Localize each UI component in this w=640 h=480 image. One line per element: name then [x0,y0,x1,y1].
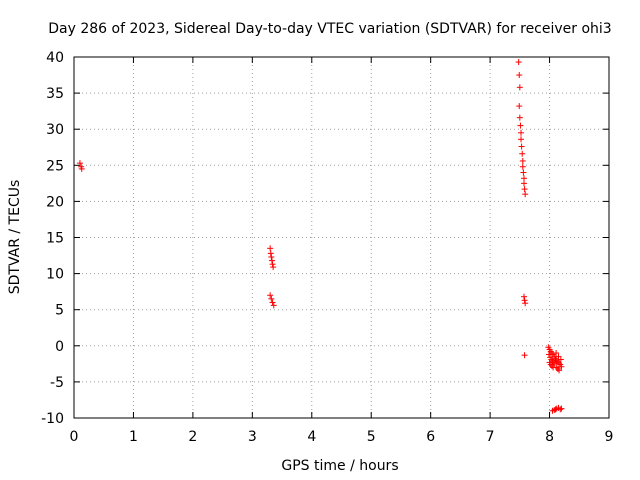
x-tick-label: 6 [426,429,435,445]
data-point [267,292,274,299]
data-point [545,351,552,358]
data-point [516,84,523,91]
y-tick-label: 20 [46,194,64,210]
data-point [270,302,277,309]
x-tick-label: 5 [367,429,376,445]
x-tick-label: 2 [188,429,197,445]
data-point [519,150,526,157]
data-point [519,163,526,170]
y-tick-label: 5 [55,303,64,319]
data-point [267,250,274,257]
data-point [78,165,85,172]
data-point [76,160,83,167]
data-point [521,352,528,359]
data-point [521,186,528,193]
x-tick-label: 3 [248,429,257,445]
data-point [558,363,565,370]
data-point [269,261,276,268]
data-point [558,405,565,412]
y-tick-label: 10 [46,267,64,283]
x-tick-label: 1 [129,429,138,445]
data-point [557,406,564,413]
data-point [515,59,522,66]
data-point [520,169,527,176]
y-tick-label: 25 [46,158,64,174]
data-point [522,300,529,307]
data-point [516,72,523,79]
data-point [269,299,276,306]
y-tick-label: 0 [55,339,64,355]
data-point [268,257,275,264]
y-tick-label: 40 [46,50,64,66]
x-tick-label: 4 [307,429,316,445]
data-point [521,297,528,304]
y-tick-label: 35 [46,86,64,102]
x-tick-label: 9 [605,429,614,445]
data-point [519,157,526,164]
data-point [553,350,560,357]
data-points [76,59,565,414]
x-tick-label: 7 [486,429,495,445]
data-point [520,293,527,300]
x-axis-label: GPS time / hours [281,458,398,474]
data-point [556,367,563,374]
data-point [548,363,555,370]
data-point [270,264,277,271]
y-tick-label: 15 [46,231,64,247]
axis-ticks: 0 1 2 3 4 5 6 7 8 9 -10 -5 0 5 10 15 20 25 30 35 40 [41,50,613,445]
y-tick-label: 30 [46,122,64,138]
data-point [517,122,524,129]
data-point [518,129,525,136]
x-tick-label: 0 [70,429,79,445]
data-point [518,136,525,143]
data-point [518,143,525,150]
data-point [520,180,527,187]
data-point [516,114,523,121]
data-point [268,295,275,302]
x-tick-label: 8 [545,429,554,445]
data-point [554,365,561,372]
grid-lines [74,57,609,418]
y-axis-label: SDTVAR / TECUs [7,180,23,295]
y-tick-label: -10 [41,411,64,427]
y-tick-label: -5 [50,375,64,391]
data-point [516,103,523,110]
data-point [557,356,564,363]
data-point [267,245,274,252]
data-point [520,175,527,182]
chart-title: Day 286 of 2023, Sidereal Day-to-day VTE… [48,21,611,37]
data-point [556,360,563,367]
data-point [522,191,529,198]
data-point [268,253,275,260]
